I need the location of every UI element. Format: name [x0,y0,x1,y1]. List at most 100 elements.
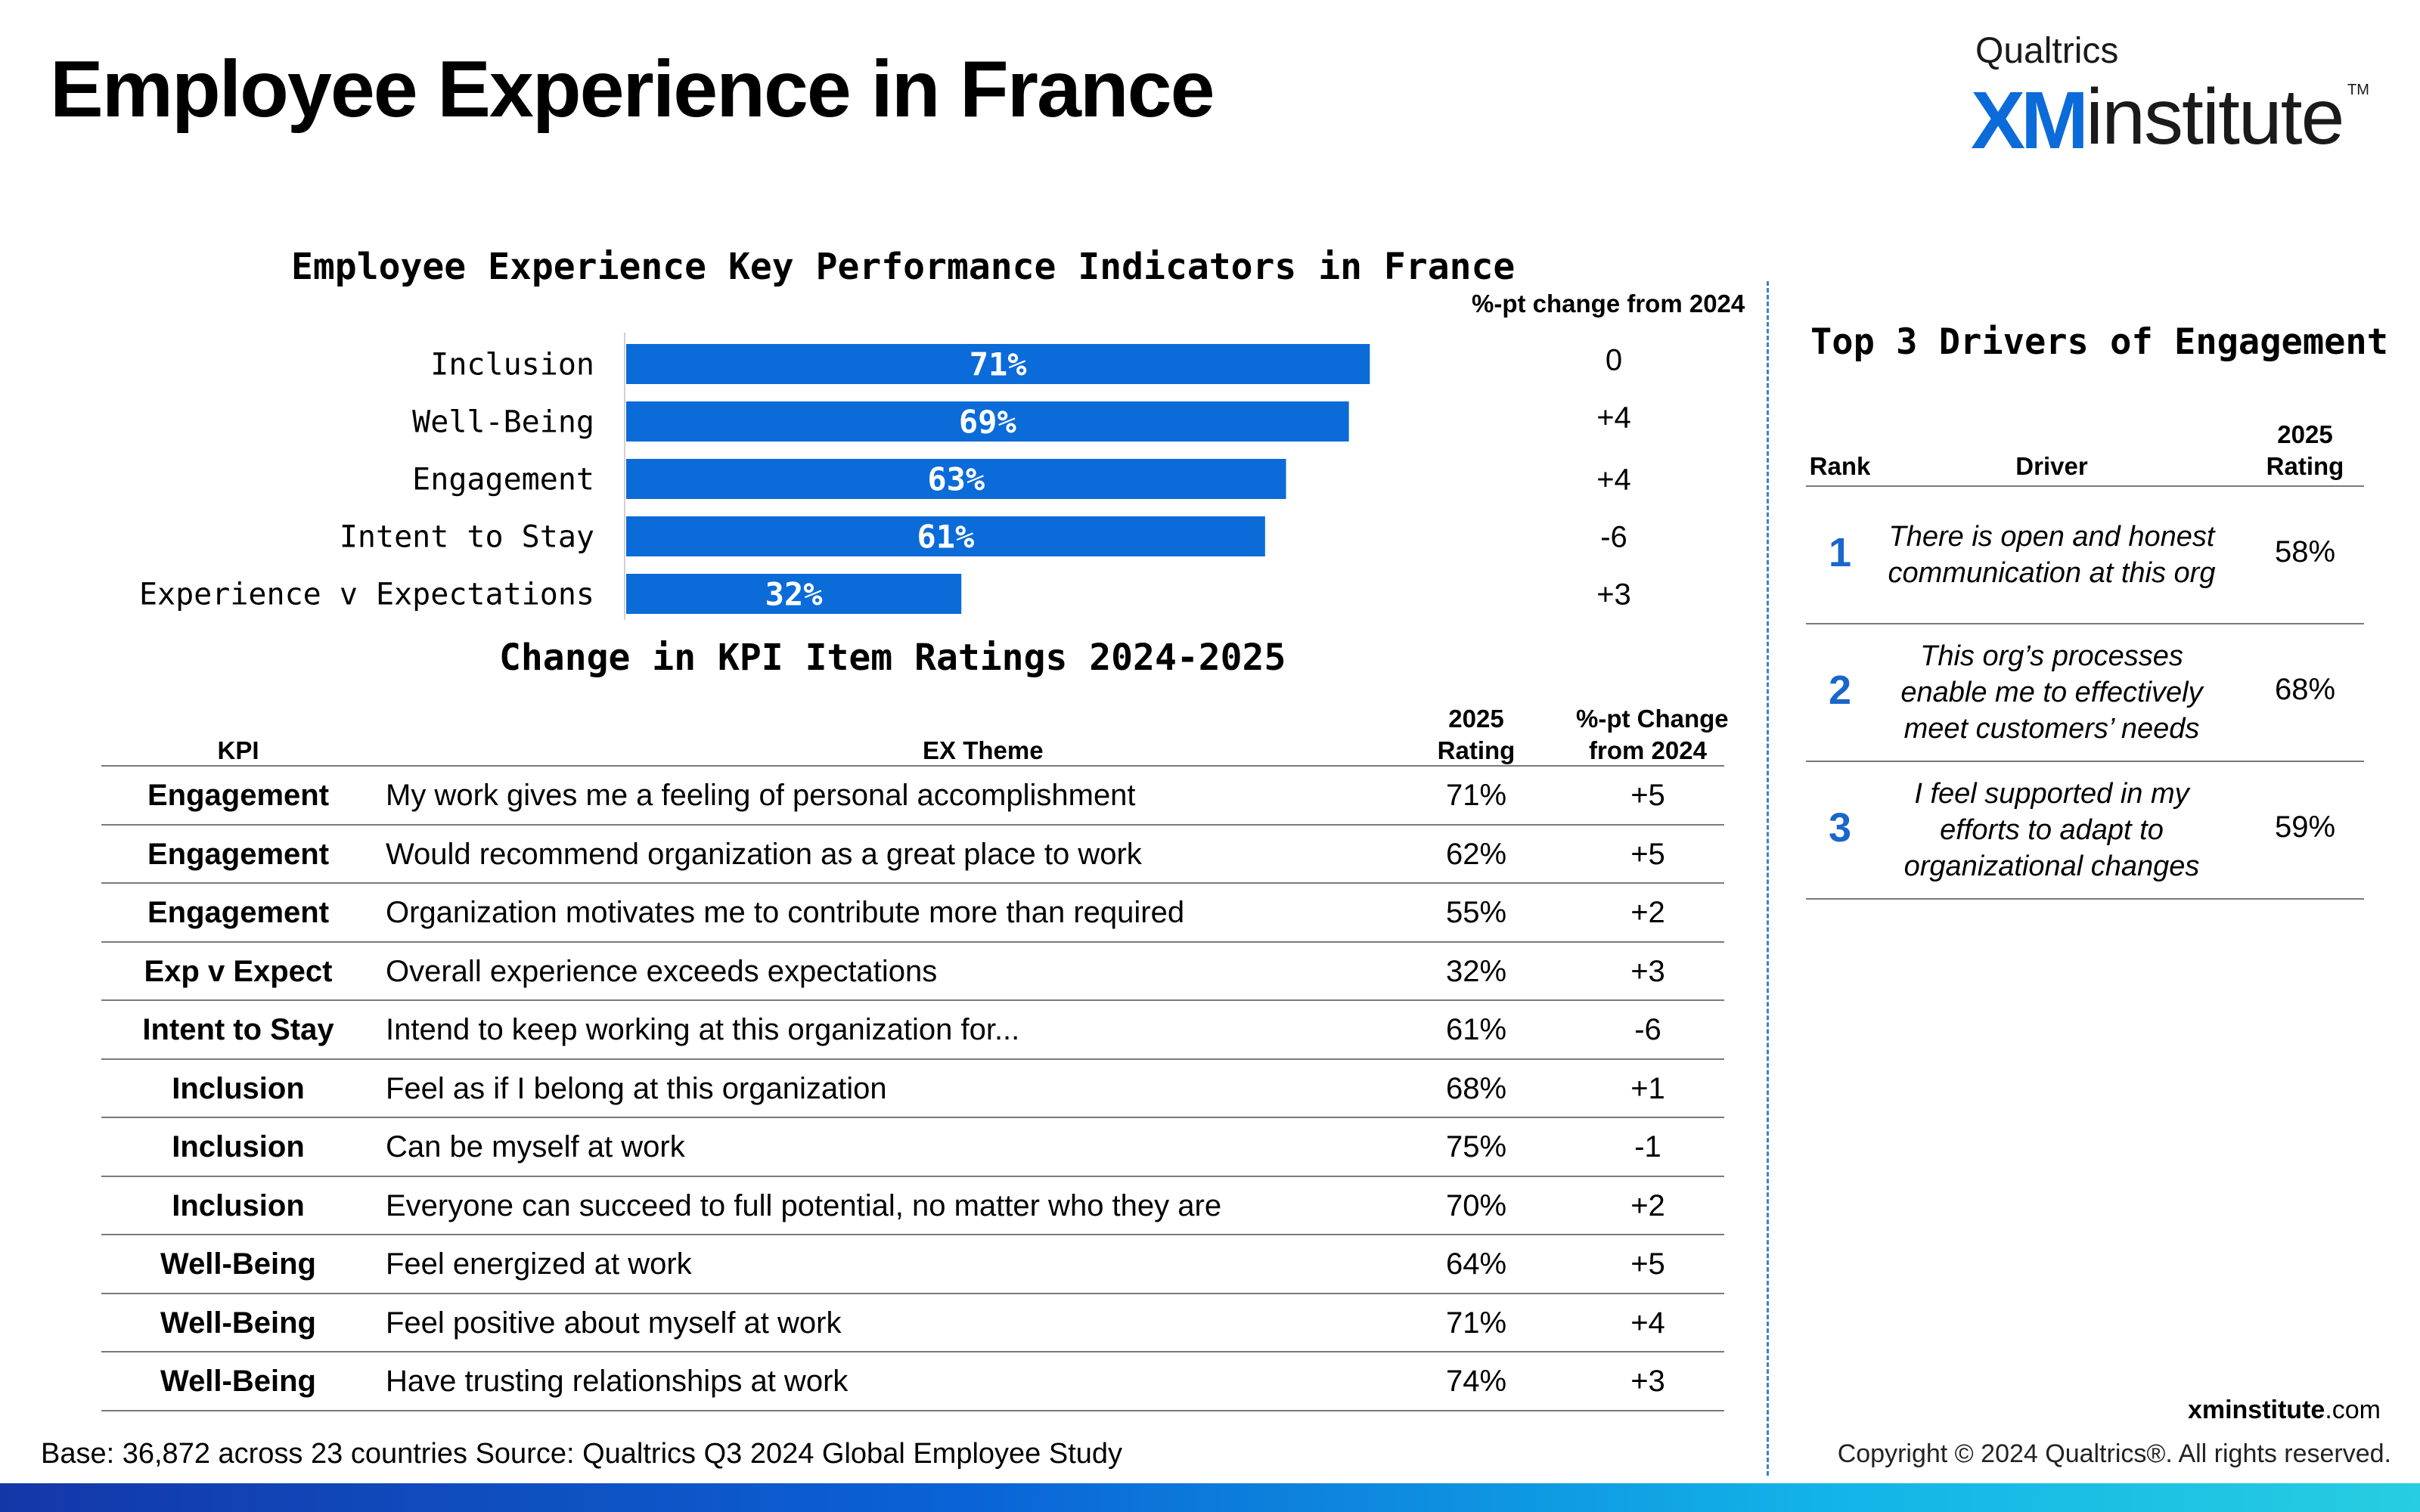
kpi-cell: Inclusion [172,1188,305,1222]
rating-cell: 71% [1445,1306,1507,1340]
change-cell: +5 [1630,1247,1665,1281]
bar-intent-to-stay [626,516,1265,556]
bar-well-being [626,401,1349,442]
ex-theme-cell: Feel as if I belong at this organization [386,1071,887,1105]
rating-cell: 74% [1445,1365,1507,1398]
driver-row: 1 There is open and honest communication a… [1806,485,2364,623]
driver-text-line: communication at this org [1888,557,2216,589]
data-label: 63% [927,461,985,498]
data-label: 32% [765,576,823,613]
header-change: %-pt Change from 2024 [1576,703,1729,767]
drivers-header-driver: Driver [2015,452,2088,480]
kpi-bar-chart: Inclusion 71% 0 Well-Being 69% +4 Engagement 63… [139,333,1631,620]
ex-theme-cell: My work gives me a feeling of personal a… [386,779,1136,812]
drivers-bottom-rule [1806,898,2364,900]
ex-theme-cell: Would recommend organization as a great … [386,837,1142,871]
ex-theme-cell: Overall experience exceeds expectations [386,954,938,988]
kpi-chart-title: Employee Experience Key Performance Indi… [291,246,1516,288]
table-row: Exp v Expect Overall experience exceeds e… [101,940,1724,1001]
ex-theme-cell: Everyone can succeed to full potential, … [386,1188,1222,1222]
rating-cell: 70% [1445,1188,1507,1222]
site-url: xminstitute.com [2188,1396,2381,1425]
table-row: Engagement Organization motivates me to c… [101,882,1724,942]
change-cell: +5 [1630,779,1665,812]
source-value: Qualtrics Q3 2024 Global Employee Study [574,1438,1123,1470]
rating-cell: 68% [1445,1071,1507,1105]
ex-theme-cell: Organization motivates me to contribute … [386,896,1185,929]
bar-engagement [626,459,1286,499]
table-bottom-rule [101,1409,1724,1411]
rating-cell: 61% [1445,1013,1507,1046]
change-cell: +2 [1630,896,1665,929]
change-label: +4 [1596,463,1631,497]
drivers-header-rating-line1: 2025 [2277,420,2333,448]
section-divider [1767,281,1769,1476]
kpi-cell: Intent to Stay [142,1013,334,1046]
driver-text-line: meet customers’ needs [1903,713,2200,745]
ex-theme-cell: Have trusting relationships at work [386,1365,849,1398]
driver-text-line: There is open and honest [1888,521,2215,553]
rating-cell: 64% [1445,1247,1507,1281]
data-label: 61% [917,519,974,556]
driver-text: I feel supported in my efforts to adapt t… [1874,776,2229,885]
data-label: 69% [959,404,1016,441]
rating-cell: 32% [1445,954,1507,988]
header-rating-line2: Rating [1437,736,1516,764]
page-title: Employee Experience in France [50,45,1215,134]
logo-institute-text: institute [2086,73,2344,161]
table-row: Inclusion Everyone can succeed to full po… [101,1175,1724,1235]
driver-text-line: enable me to effectively [1900,677,2203,708]
change-label: +4 [1596,401,1631,435]
driver-rank: 2 [1828,668,1852,713]
change-cell: +3 [1630,954,1665,988]
driver-text-line: This org’s processes [1920,640,2183,672]
category-label: Intent to Stay [340,520,594,555]
table-row: Inclusion Can be myself at work 75% -1 [101,1117,1724,1176]
drivers-header-rating-line2: Rating [2266,452,2344,480]
logo-xm-text: XM [1971,74,2089,166]
table-row: Intent to Stay Intend to keep working at … [101,999,1724,1059]
kpi-cell: Inclusion [172,1130,305,1163]
rating-cell: 71% [1445,779,1507,812]
rating-cell: 75% [1445,1130,1507,1163]
driver-rank: 1 [1828,530,1852,575]
ex-theme-cell: Can be myself at work [386,1130,685,1163]
site-url-tld: .com [2325,1396,2381,1424]
logo-trademark: TM [2347,82,2369,98]
kpi-cell: Well-Being [160,1306,316,1340]
change-column-header: %-pt change from 2024 [1472,290,1745,318]
rating-cell: 62% [1445,837,1507,871]
kpi-cell: Well-Being [160,1247,316,1281]
driver-row: 2 This org’s processes enable me to effect… [1806,623,2364,761]
table-row: Well-Being Have trusting relationships at… [101,1351,1724,1411]
data-label: 71% [970,346,1027,383]
change-cell: -6 [1634,1013,1661,1046]
drivers-header-rating: 2025 Rating [2252,419,2358,482]
category-label: Engagement [412,463,594,497]
ex-theme-cell: Feel positive about myself at work [386,1306,842,1340]
header-change-line2: from 2024 [1589,736,1707,764]
driver-text-line: efforts to adapt to [1940,814,2164,846]
bar-inclusion [626,344,1370,384]
change-label: +3 [1596,578,1631,612]
kpi-cell: Inclusion [172,1071,305,1105]
category-label: Well-Being [412,405,594,440]
site-url-bold: xminstitute [2187,1396,2325,1424]
table-row: Inclusion Feel as if I belong at this org… [101,1058,1724,1118]
kpi-cell: Engagement [147,837,330,871]
rating-cell: 55% [1445,896,1507,929]
kpi-cell: Engagement [147,896,330,929]
table-row: Engagement My work gives me a feeling of … [101,765,1724,825]
driver-rating: 68% [2274,673,2336,706]
base-value: 36,872 across 23 countries [114,1438,476,1470]
change-cell: +1 [1630,1071,1665,1105]
footnote: Base: 36,872 across 23 countries Source:… [41,1438,1122,1470]
copyright: Copyright © 2024 Qualtrics®. All rights … [1837,1439,2391,1468]
bottom-gradient-bar [0,1483,2420,1512]
kpi-cell: Exp v Expect [144,954,333,988]
change-label: 0 [1606,344,1622,377]
change-cell: +2 [1630,1188,1665,1222]
driver-rating: 58% [2274,535,2336,569]
category-label: Inclusion [430,348,594,383]
driver-text-line: I feel supported in my [1914,778,2189,810]
